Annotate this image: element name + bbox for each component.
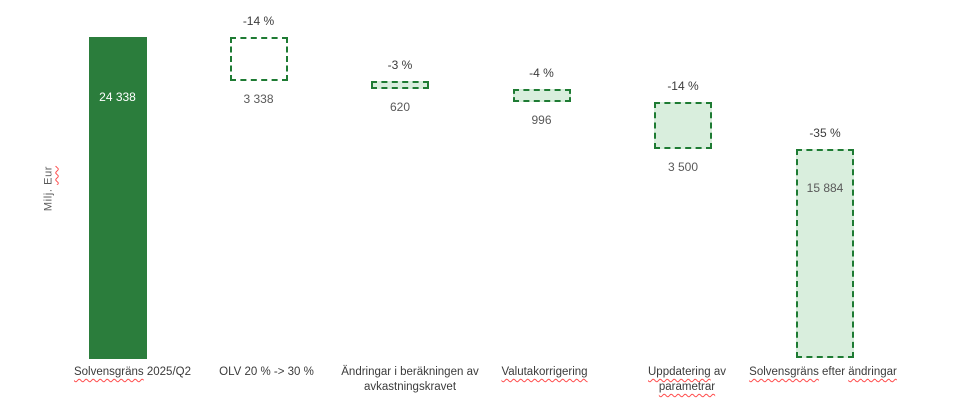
value-label-solvensgrans-2025-q2: 24 338 (99, 90, 136, 104)
category-label-line: avkastningskravet (300, 380, 520, 395)
label-text: OLV 20 % -> 30 % (219, 366, 314, 378)
category-label-andringar-i-berakningen-av-avkastningskravet: Ändringar i beräkningen av avkastningskra… (300, 365, 520, 395)
category-label-line: parametrar (577, 380, 797, 395)
value-label-olv-20-to-30: 3 338 (243, 92, 274, 107)
bar-solvensgrans-2025-q2 (88, 37, 147, 359)
value-label-andringar-i-berakningen-av-avkastningskravet: 620 (389, 100, 411, 115)
misspelled-word: Eur (42, 165, 55, 185)
label-text: Ändringar i beräkningen av (341, 366, 479, 378)
bar-olv-20-to-30 (229, 37, 288, 82)
bar-solvensgrans-efter-andringar (796, 148, 854, 359)
category-label-line: Solvensgräns 2025/Q2 (23, 365, 243, 380)
bar-valutakorrigering (512, 89, 571, 103)
misspelled-word: ändringar (848, 366, 897, 378)
category-label-olv-20-to-30: OLV 20 % -> 30 % (157, 365, 377, 380)
category-label-line: Valutakorrigering (435, 365, 655, 380)
category-label-uppdatering-av-parametrar: Uppdatering av parametrar (577, 365, 797, 395)
pct-label-valutakorrigering: -4 % (529, 66, 554, 81)
misspelled-word: Uppdatering (648, 366, 711, 378)
misspelled-word: Valutakorrigering (501, 366, 588, 378)
category-label-solvensgrans-efter-andringar: Solvensgräns efter ändringar (713, 365, 933, 380)
bar-andringar-i-berakningen-av-avkastningskravet (371, 81, 429, 90)
bar-uppdatering-av-parametrar (654, 102, 712, 149)
category-label-solvensgrans-2025-q2: Solvensgräns 2025/Q2 (23, 365, 243, 380)
value-label-solvensgrans-efter-andringar: 15 884 (806, 180, 844, 195)
pct-label-andringar-i-berakningen-av-avkastningskravet: -3 % (387, 58, 413, 73)
category-label-line: OLV 20 % -> 30 % (157, 365, 377, 380)
label-text: efter (818, 366, 849, 378)
label-text: avkastningskravet (363, 381, 457, 393)
label-text: 2025/Q2 (143, 366, 191, 378)
category-label-line: Solvensgräns efter ändringar (713, 365, 933, 380)
misspelled-word: parametrar (658, 381, 716, 393)
y-axis-label-text: Milj. (42, 184, 55, 212)
pct-label-uppdatering-av-parametrar: -14 % (667, 79, 699, 94)
misspelled-word: Solvensgräns (749, 366, 819, 378)
category-label-valutakorrigering: Valutakorrigering (435, 365, 655, 380)
value-label-valutakorrigering: 996 (531, 113, 552, 128)
y-axis-label: Milj. Eur (43, 129, 58, 249)
pct-label-olv-20-to-30: -14 % (242, 14, 275, 28)
label-text: av (710, 366, 726, 378)
pct-label-solvensgrans-efter-andringar: -35 % (809, 125, 841, 140)
category-label-line: Uppdatering av (577, 365, 797, 380)
category-label-line: Ändringar i beräkningen av (300, 365, 520, 380)
misspelled-word: Solvensgräns (73, 366, 144, 378)
value-label-uppdatering-av-parametrar: 3 500 (667, 159, 699, 174)
